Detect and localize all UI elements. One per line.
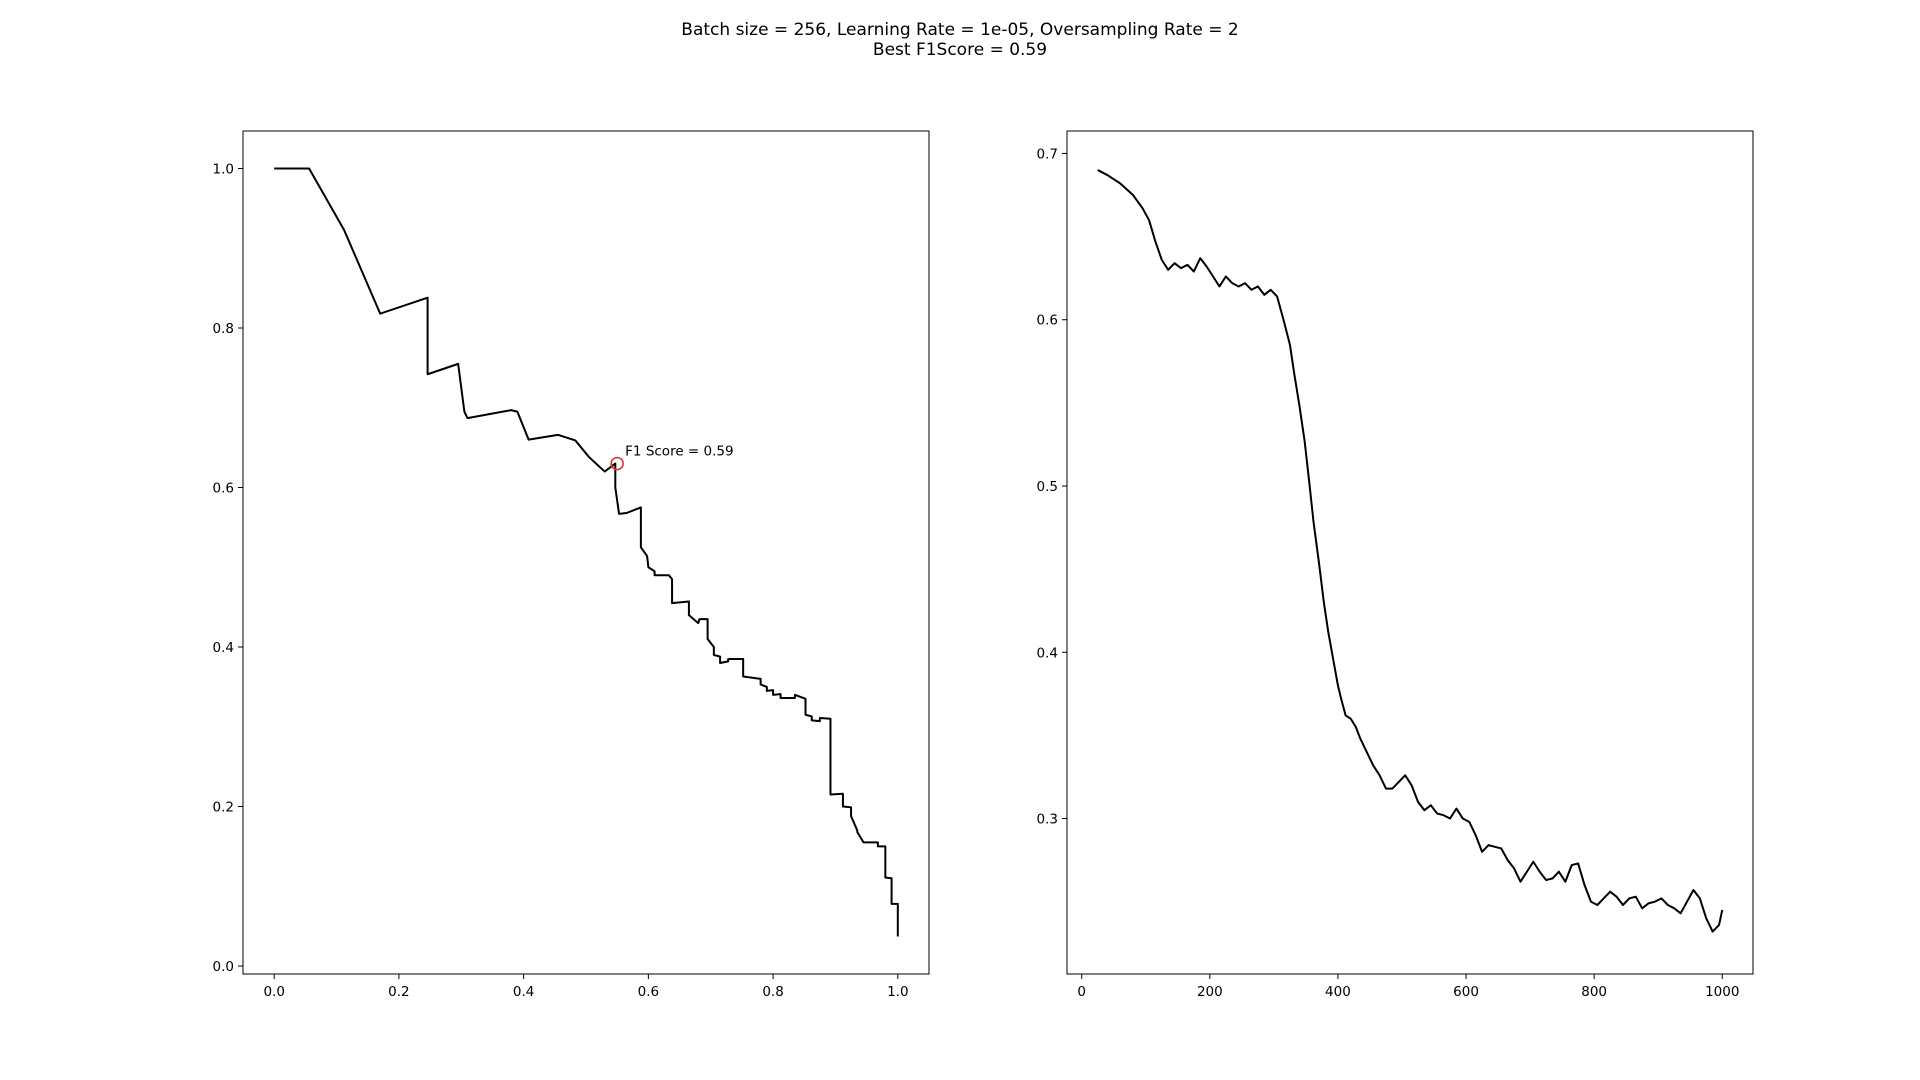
best-f1-annotation: F1 Score = 0.59 <box>625 444 733 460</box>
y-tick-label: 0.3 <box>1037 812 1058 828</box>
x-tick-label: 0.2 <box>388 984 409 1000</box>
x-tick-label: 0.8 <box>762 984 783 1000</box>
best-f1-marker <box>610 456 624 471</box>
x-tick-label: 0.4 <box>513 984 534 1000</box>
x-tick-label: 600 <box>1453 984 1479 1000</box>
y-tick-label: 0.4 <box>213 640 234 656</box>
x-tick-label: 0 <box>1077 984 1086 1000</box>
y-tick-label: 0.6 <box>213 481 234 497</box>
y-tick-label: 0.7 <box>1037 146 1058 162</box>
y-tick-label: 0.5 <box>1037 479 1058 495</box>
x-tick-label: 1.0 <box>887 984 908 1000</box>
figure-title-line2: Best F1Score = 0.59 <box>872 40 1048 60</box>
x-tick-label: 200 <box>1197 984 1223 1000</box>
y-tick-label: 0.0 <box>213 959 234 975</box>
y-tick-label: 0.2 <box>213 800 234 816</box>
series-line-0 <box>274 167 899 937</box>
x-tick-label: 1000 <box>1705 984 1739 1000</box>
y-tick-label: 0.6 <box>1037 313 1058 329</box>
x-tick-label: 0.6 <box>638 984 659 1000</box>
x-tick-label: 800 <box>1581 984 1607 1000</box>
axes-frame <box>242 130 930 975</box>
x-tick-label: 0.0 <box>263 984 284 1000</box>
loss-plot: 0 200 400 600 800 1000 0.3 0.4 0.5 0.6 0.7 <box>1037 130 1754 1000</box>
series-line-0 <box>1097 169 1724 933</box>
x-tick-label: 400 <box>1325 984 1351 1000</box>
y-tick-label: 0.4 <box>1037 645 1058 661</box>
axes-frame <box>1066 130 1754 975</box>
y-tick-label: 0.8 <box>213 321 234 337</box>
y-tick-label: 1.0 <box>213 161 234 177</box>
figure-title-line1: Batch size = 256, Learning Rate = 1e-05,… <box>681 20 1239 40</box>
precision-recall-plot: 0.0 0.2 0.4 0.6 0.8 1.0 0.0 0.2 0.4 0.6 0.8 1.0 F1 S… <box>213 130 930 1000</box>
